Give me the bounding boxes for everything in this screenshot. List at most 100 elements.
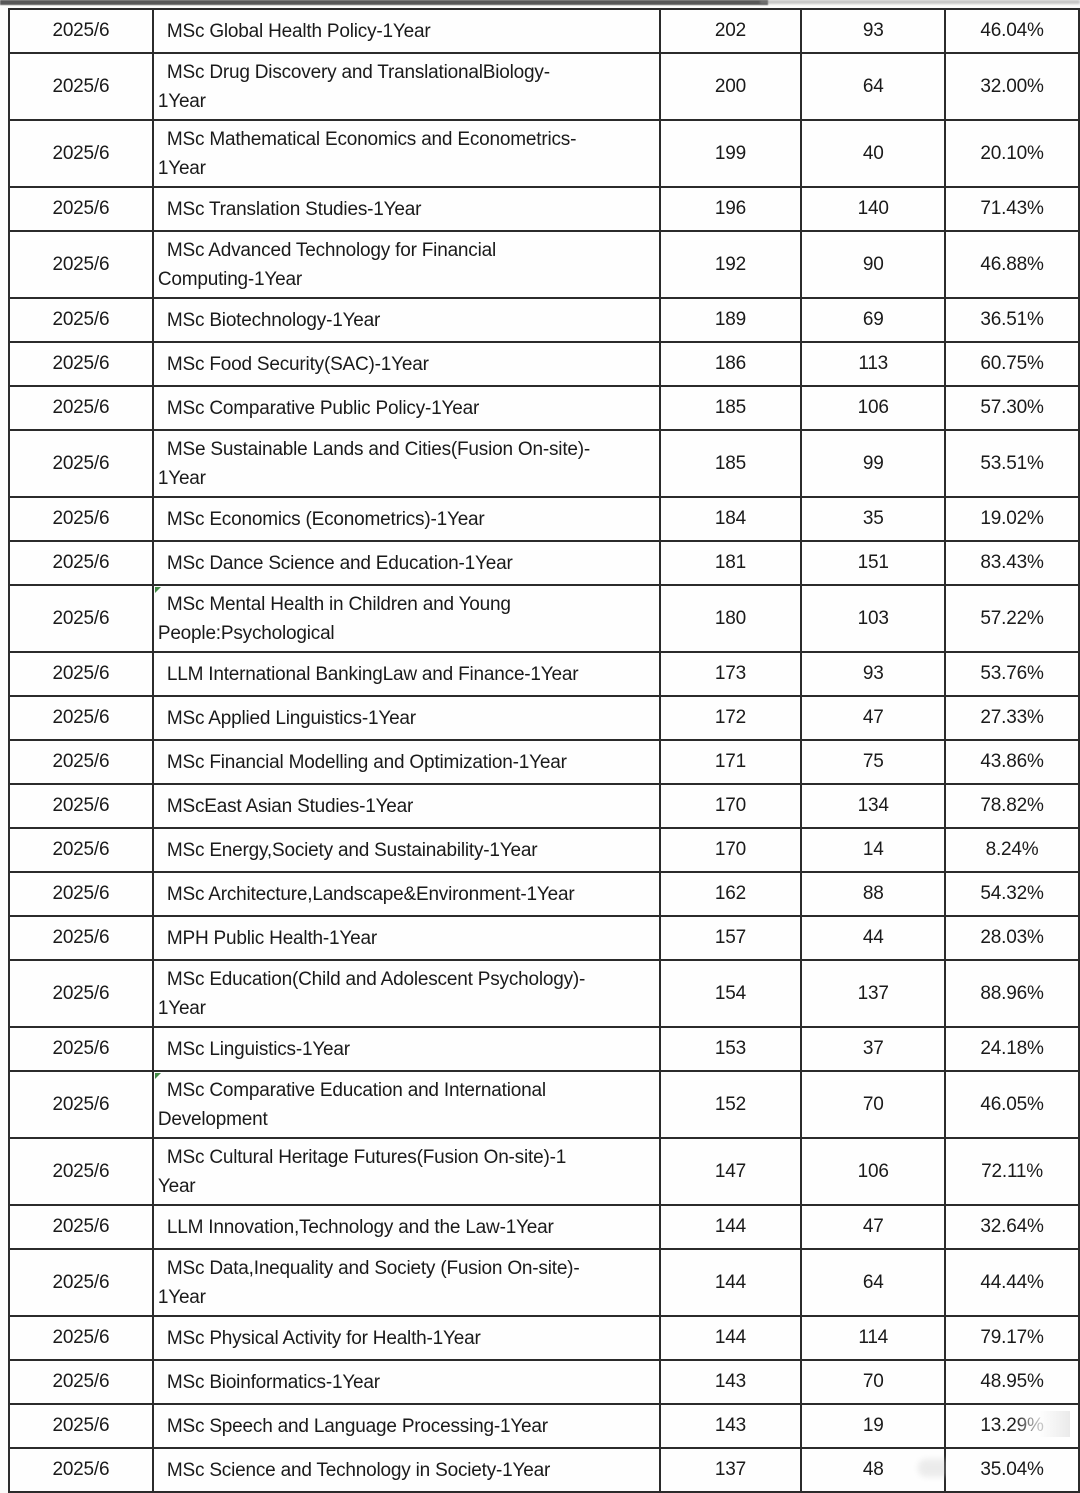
- cell-offer-rate: 32.64%: [944, 1204, 1080, 1250]
- cell-month: 2025/6: [8, 297, 154, 343]
- cell-applicants-count: 170: [658, 827, 803, 873]
- cell-program-name: MSc Applied Linguistics-1Year: [151, 695, 661, 741]
- cell-offers-count: 75: [800, 739, 947, 785]
- program-name-line: LLM International BankingLaw and Finance…: [166, 663, 579, 685]
- cell-offers-count: 47: [800, 1204, 947, 1250]
- cell-offers-count: 19: [800, 1403, 947, 1449]
- cell-applicants-count: 154: [658, 959, 803, 1028]
- cell-month: 2025/6: [8, 1137, 154, 1206]
- cell-offers-count: 103: [800, 584, 947, 653]
- cell-offers-count: 134: [800, 783, 947, 829]
- table-row: 2025/6 MSc Linguistics-1Year 153 37 24.1…: [8, 1026, 1080, 1072]
- program-name-line: MSc Dance Science and Education-1Year: [166, 552, 513, 574]
- cell-applicants-count: 185: [658, 385, 803, 431]
- program-name-line: Year: [157, 1175, 196, 1197]
- cell-month: 2025/6: [8, 230, 154, 299]
- cell-applicants-count: 147: [658, 1137, 803, 1206]
- cell-month: 2025/6: [8, 915, 154, 961]
- table-body: 2025/6 MSc Global Health Policy-1Year 20…: [8, 8, 1080, 1493]
- cell-offer-rate: 46.05%: [944, 1070, 1080, 1139]
- cell-program-name: LLM International BankingLaw and Finance…: [151, 651, 661, 697]
- cell-offers-count: 99: [800, 429, 947, 498]
- cell-offer-rate: 24.18%: [944, 1026, 1080, 1072]
- cell-applicants-count: 185: [658, 429, 803, 498]
- cell-offer-rate: 28.03%: [944, 915, 1080, 961]
- table-row: 2025/6 MSc Applied Linguistics-1Year 172…: [8, 695, 1080, 741]
- cell-offer-rate: 60.75%: [944, 341, 1080, 387]
- cell-program-name: MSc Dance Science and Education-1Year: [151, 540, 661, 586]
- program-name-line: MSc Comparative Public Policy-1Year: [166, 397, 480, 419]
- cell-offers-count: 93: [800, 8, 947, 54]
- cell-offer-rate: 48.95%: [944, 1359, 1080, 1405]
- cell-offer-rate: 83.43%: [944, 540, 1080, 586]
- program-name-line: 1Year: [157, 1286, 206, 1308]
- cell-applicants-count: 153: [658, 1026, 803, 1072]
- cell-program-name: MSc Speech and Language Processing-1Year: [151, 1403, 661, 1449]
- admissions-table-container: 2025/6 MSc Global Health Policy-1Year 20…: [8, 8, 1080, 1493]
- cell-applicants-count: 171: [658, 739, 803, 785]
- program-name-line: MSc Science and Technology in Society-1Y…: [166, 1459, 551, 1481]
- table-row: 2025/6 MSc Education(Child and Adolescen…: [8, 959, 1080, 1028]
- cell-offer-rate: 27.33%: [944, 695, 1080, 741]
- table-row: 2025/6 MSe Sustainable Lands and Cities(…: [8, 429, 1080, 498]
- cell-month: 2025/6: [8, 1359, 154, 1405]
- table-row: 2025/6 MSc Advanced Technology for Finan…: [8, 230, 1080, 299]
- program-name-line: 1Year: [157, 157, 206, 179]
- cell-offer-rate: 13.29%: [944, 1403, 1080, 1449]
- cell-offers-count: 140: [800, 186, 947, 232]
- cell-program-name: MSc Data,Inequality and Society (Fusion …: [151, 1248, 661, 1317]
- cell-month: 2025/6: [8, 871, 154, 917]
- cell-applicants-count: 144: [658, 1315, 803, 1361]
- cell-applicants-count: 186: [658, 341, 803, 387]
- cell-applicants-count: 184: [658, 496, 803, 542]
- cell-offer-rate: 57.22%: [944, 584, 1080, 653]
- table-row: 2025/6 LLM Innovation,Technology and the…: [8, 1204, 1080, 1250]
- cell-month: 2025/6: [8, 8, 154, 54]
- cell-applicants-count: 137: [658, 1447, 803, 1493]
- admissions-table: 2025/6 MSc Global Health Policy-1Year 20…: [8, 8, 1080, 1493]
- table-row: 2025/6 MSc Speech and Language Processin…: [8, 1403, 1080, 1449]
- cell-offer-rate: 36.51%: [944, 297, 1080, 343]
- cell-month: 2025/6: [8, 1403, 154, 1449]
- cell-month: 2025/6: [8, 651, 154, 697]
- program-name-line: MSc Food Security(SAC)-1Year: [166, 353, 429, 375]
- cell-month: 2025/6: [8, 695, 154, 741]
- cell-offer-rate: 57.30%: [944, 385, 1080, 431]
- cell-program-name: MSc Drug Discovery and TranslationalBiol…: [151, 52, 661, 121]
- table-row: 2025/6 MSc Dance Science and Education-1…: [8, 540, 1080, 586]
- table-row: 2025/6 MSc Data,Inequality and Society (…: [8, 1248, 1080, 1317]
- cell-offer-rate: 46.04%: [944, 8, 1080, 54]
- table-row: 2025/6 MSc Bioinformatics-1Year 143 70 4…: [8, 1359, 1080, 1405]
- cell-applicants-count: 192: [658, 230, 803, 299]
- cell-program-name: MSc Mathematical Economics and Econometr…: [151, 119, 661, 188]
- table-row: 2025/6 MSc Mathematical Economics and Ec…: [8, 119, 1080, 188]
- table-row: 2025/6 MSc Science and Technology in Soc…: [8, 1447, 1080, 1493]
- cell-program-name: MSc Advanced Technology for Financial Com…: [151, 230, 661, 299]
- cell-offers-count: 106: [800, 385, 947, 431]
- table-row: 2025/6 MSc Translation Studies-1Year 196…: [8, 186, 1080, 232]
- table-row: 2025/6 LLM International BankingLaw and …: [8, 651, 1080, 697]
- program-name-line: MSc Linguistics-1Year: [166, 1038, 350, 1060]
- cell-program-name: LLM Innovation,Technology and the Law-1Y…: [151, 1204, 661, 1250]
- cell-month: 2025/6: [8, 1070, 154, 1139]
- cell-offer-rate: 88.96%: [944, 959, 1080, 1028]
- cell-program-name: MPH Public Health-1Year: [151, 915, 661, 961]
- program-name-line: Computing-1Year: [157, 268, 303, 290]
- cell-program-name: MSe Sustainable Lands and Cities(Fusion …: [151, 429, 661, 498]
- cell-applicants-count: 162: [658, 871, 803, 917]
- program-name-line: 1Year: [157, 467, 206, 489]
- cell-applicants-count: 144: [658, 1204, 803, 1250]
- cell-offers-count: 14: [800, 827, 947, 873]
- program-name-line: MSc Comparative Education and Internatio…: [166, 1079, 546, 1101]
- table-row: 2025/6 MSc Comparative Public Policy-1Ye…: [8, 385, 1080, 431]
- cell-offers-count: 44: [800, 915, 947, 961]
- program-name-line: MSc Translation Studies-1Year: [166, 198, 422, 220]
- scan-artifact-top-light: [760, 0, 1080, 4]
- table-row: 2025/6 MSc Comparative Education and Int…: [8, 1070, 1080, 1139]
- program-name-line: MSc Speech and Language Processing-1Year: [166, 1415, 548, 1437]
- cell-month: 2025/6: [8, 385, 154, 431]
- program-name-line: MSc Bioinformatics-1Year: [166, 1371, 380, 1393]
- cell-offer-rate: 72.11%: [944, 1137, 1080, 1206]
- cell-program-name: MSc Energy,Society and Sustainability-1Y…: [151, 827, 661, 873]
- cell-offers-count: 137: [800, 959, 947, 1028]
